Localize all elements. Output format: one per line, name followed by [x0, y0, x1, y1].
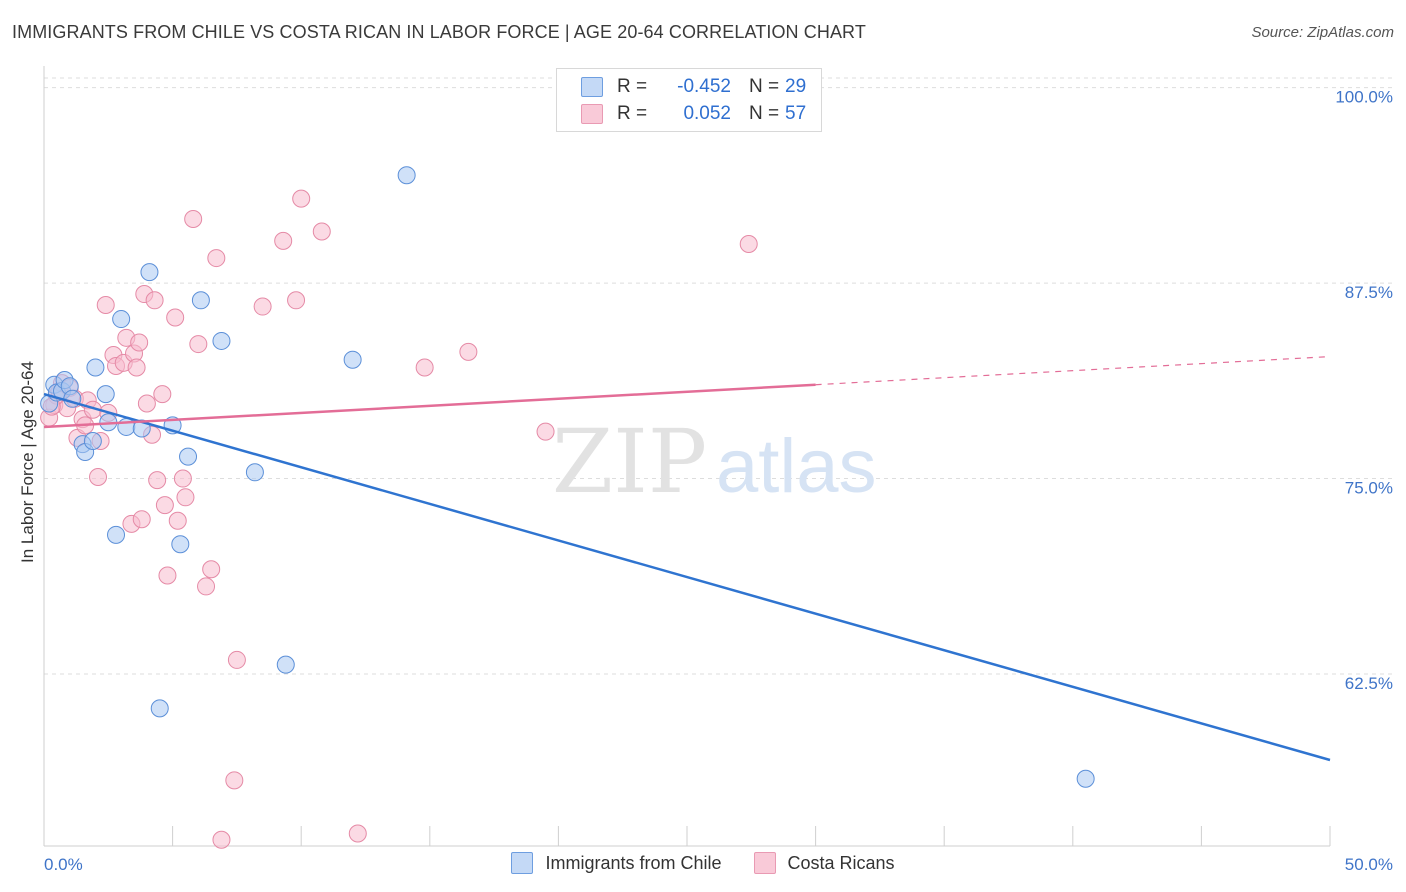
- costa-rica-point: [227, 650, 246, 669]
- y-tick-label: 75.0%: [1345, 479, 1393, 498]
- legend-n-value: 57: [785, 103, 807, 124]
- costa-rica-point: [145, 291, 164, 310]
- chile-point: [276, 655, 295, 674]
- costa-rica-point: [459, 342, 478, 361]
- gridlines: [44, 77, 1394, 675]
- chile-point: [112, 310, 131, 329]
- legend-swatch-pink: [581, 104, 603, 124]
- costa-rica-point: [173, 469, 192, 488]
- y-tick-label: 100.0%: [1335, 88, 1393, 107]
- series-legend-label: Costa Ricans: [787, 852, 895, 873]
- chile-trend-line: [43, 392, 1331, 762]
- series-swatch-blue: [511, 852, 534, 874]
- x-tick-label: 0.0%: [44, 855, 83, 874]
- chile-point: [86, 358, 105, 377]
- series-swatch-pink: [753, 852, 776, 874]
- axes: [43, 66, 1331, 847]
- costa-rica-trend-line: [43, 383, 816, 429]
- costa-rica-point: [158, 566, 177, 585]
- costa-rica-point: [176, 488, 195, 507]
- legend-swatch-blue: [581, 77, 603, 97]
- chile-point: [1076, 769, 1095, 788]
- costa-rica-point: [189, 335, 208, 354]
- costa-rica-point: [274, 231, 293, 250]
- chile-point: [245, 463, 264, 482]
- costa-rica-point: [168, 511, 187, 530]
- legend-n-value: 29: [785, 76, 807, 97]
- chile-point: [140, 263, 159, 282]
- y-tick-label: 62.5%: [1345, 674, 1393, 693]
- costa-rica-point: [207, 249, 226, 268]
- costa-rica-point: [292, 189, 311, 208]
- trend-lines: [43, 355, 1331, 762]
- y-tick-labels: 100.0% 87.5% 75.0% 62.5%: [1335, 88, 1393, 693]
- chile-point: [83, 432, 102, 451]
- chile-point: [343, 350, 362, 369]
- costa-rica-point: [130, 333, 149, 352]
- costa-rica-point: [155, 496, 174, 515]
- chile-point: [150, 699, 169, 718]
- costa-rica-point: [225, 771, 244, 790]
- costa-rica-point: [132, 510, 151, 529]
- costa-rica-point: [415, 358, 434, 377]
- legend-n-label: N =: [749, 103, 780, 124]
- costa-rica-trend-extension: [815, 355, 1331, 386]
- legend-r-label: R =: [617, 103, 648, 124]
- chile-point: [397, 166, 416, 185]
- watermark-atlas: atlas: [716, 424, 877, 509]
- series-legend: Immigrants from Chile Costa Ricans: [0, 852, 1406, 874]
- costa-rica-point: [184, 209, 203, 228]
- source-label: Source: ZipAtlas.com: [1251, 24, 1394, 41]
- costa-rica-point: [148, 471, 167, 490]
- costa-rica-point: [127, 358, 146, 377]
- costa-rica-point: [312, 222, 331, 241]
- series-legend-item-chile: Immigrants from Chile: [511, 852, 722, 874]
- chile-point: [212, 331, 231, 350]
- x-tick-labels: 0.0% 50.0%: [44, 855, 1393, 874]
- legend-r-label: R =: [617, 76, 648, 97]
- series-legend-label: Immigrants from Chile: [545, 852, 722, 873]
- costa-rica-point: [253, 297, 272, 316]
- legend-r-value: 0.052: [683, 103, 731, 124]
- costa-rica-point: [137, 394, 156, 413]
- series-legend-item-costa-rica: Costa Ricans: [753, 852, 895, 874]
- chile-point: [171, 535, 190, 554]
- data-points: [40, 166, 1095, 849]
- x-tick-label: 50.0%: [1345, 855, 1393, 874]
- chile-point: [107, 525, 126, 544]
- legend-r-value: -0.452: [677, 76, 731, 97]
- costa-rica-point: [287, 291, 306, 310]
- stats-legend: R = -0.452 N = 29 R = 0.052 N = 57: [556, 68, 822, 132]
- y-tick-label: 87.5%: [1345, 283, 1393, 302]
- legend-n-label: N =: [749, 76, 780, 97]
- watermark-zip: ZIP: [552, 410, 707, 513]
- costa-rica-point: [89, 467, 108, 486]
- chile-point: [96, 385, 115, 404]
- costa-rica-point: [212, 830, 231, 849]
- costa-rica-point: [197, 577, 216, 596]
- legend-row-chile: R = -0.452 N = 29: [581, 74, 806, 100]
- y-axis-label: In Labor Force | Age 20-64: [18, 361, 37, 563]
- costa-rica-point: [739, 235, 758, 253]
- legend-row-costa-rica: R = 0.052 N = 57: [581, 101, 806, 127]
- chile-point: [179, 447, 198, 466]
- costa-rica-point: [166, 308, 185, 327]
- chile-point: [191, 291, 210, 310]
- costa-rica-point: [536, 422, 555, 441]
- costa-rica-point: [348, 824, 367, 843]
- chart-title: IMMIGRANTS FROM CHILE VS COSTA RICAN IN …: [12, 22, 866, 42]
- costa-rica-point: [96, 295, 115, 314]
- costa-rica-point: [202, 560, 221, 579]
- costa-rica-point: [153, 385, 172, 404]
